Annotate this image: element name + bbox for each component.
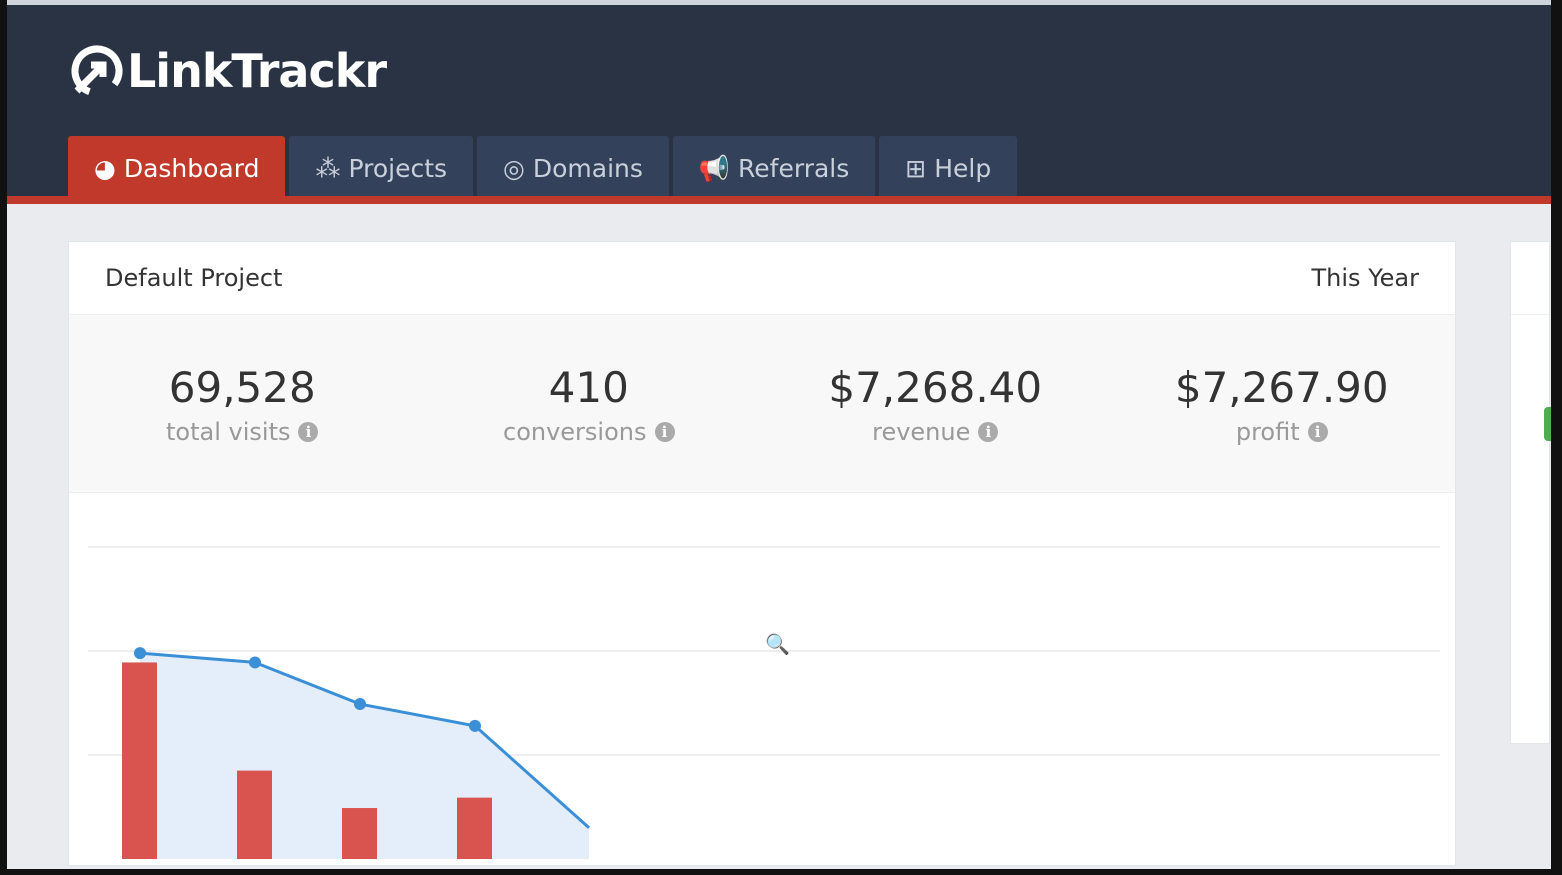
bar bbox=[237, 770, 272, 859]
stat-label: revenue bbox=[872, 418, 971, 446]
tab-dashboard[interactable]: ◕ Dashboard bbox=[68, 136, 286, 201]
stats-row: 69,528 total visits i 410 conversions i $7,268… bbox=[69, 315, 1455, 493]
stat-value: $7,268.40 bbox=[828, 363, 1043, 412]
stat-label: total visits bbox=[166, 418, 291, 446]
compass-icon: ◎ bbox=[503, 154, 525, 183]
tab-help[interactable]: ⊞ Help bbox=[879, 136, 1018, 201]
medkit-icon: ⊞ bbox=[905, 154, 927, 183]
tab-label: Referrals bbox=[738, 154, 850, 183]
tab-domains[interactable]: ◎ Domains bbox=[477, 136, 669, 201]
project-card: Default Project This Year 69,528 total vi… bbox=[68, 241, 1456, 866]
green-button[interactable] bbox=[1544, 407, 1551, 441]
nav-underline bbox=[7, 196, 1551, 204]
dashboard-gauge-icon: ◕ bbox=[94, 154, 116, 183]
stat-label: profit bbox=[1235, 418, 1300, 446]
stat-value: 69,528 bbox=[168, 363, 316, 412]
logo-icon bbox=[71, 45, 123, 97]
app-window: LinkTrackr ◕ Dashboard ⁂ Projects ◎ Domains 📢 R… bbox=[7, 0, 1551, 869]
stat: $7,267.90 profit i bbox=[1109, 315, 1456, 492]
stat-value: 410 bbox=[548, 363, 629, 412]
info-icon[interactable]: i bbox=[1307, 422, 1328, 442]
tab-label: Projects bbox=[348, 154, 448, 183]
logo[interactable]: LinkTrackr bbox=[69, 43, 387, 99]
top-strip bbox=[7, 0, 1551, 5]
bar bbox=[122, 662, 157, 859]
main-nav: ◕ Dashboard ⁂ Projects ◎ Domains 📢 Referrals ⊞ He… bbox=[68, 136, 1018, 201]
side-card bbox=[1510, 241, 1551, 744]
stat: 69,528 total visits i bbox=[69, 315, 416, 492]
zoom-cursor-icon: 🔍 bbox=[765, 632, 790, 656]
stat-value: $7,267.90 bbox=[1174, 363, 1389, 412]
header: LinkTrackr ◕ Dashboard ⁂ Projects ◎ Domains 📢 R… bbox=[7, 5, 1551, 201]
period-selector[interactable]: This Year bbox=[1311, 264, 1419, 292]
card-header: Default Project This Year bbox=[69, 242, 1455, 315]
data-point bbox=[469, 719, 481, 732]
data-point bbox=[249, 656, 261, 669]
info-icon[interactable]: i bbox=[654, 422, 675, 442]
tab-referrals[interactable]: 📢 Referrals bbox=[672, 136, 876, 201]
stat-label: conversions bbox=[503, 418, 647, 446]
data-point bbox=[354, 698, 366, 711]
logo-text: LinkTrackr bbox=[127, 44, 387, 98]
chart bbox=[88, 546, 1440, 859]
cubes-icon: ⁂ bbox=[315, 154, 341, 183]
bar bbox=[457, 797, 492, 859]
tab-label: Dashboard bbox=[123, 154, 260, 183]
stat: 410 conversions i bbox=[416, 315, 763, 492]
data-point bbox=[134, 647, 146, 660]
tab-projects[interactable]: ⁂ Projects bbox=[289, 136, 474, 201]
project-title: Default Project bbox=[105, 264, 283, 292]
bar bbox=[342, 808, 377, 859]
tab-label: Help bbox=[934, 154, 992, 183]
bullhorn-icon: 📢 bbox=[698, 153, 731, 183]
info-icon[interactable]: i bbox=[978, 422, 999, 442]
stat: $7,268.40 revenue i bbox=[762, 315, 1109, 492]
info-icon[interactable]: i bbox=[298, 422, 319, 442]
tab-label: Domains bbox=[532, 154, 643, 183]
